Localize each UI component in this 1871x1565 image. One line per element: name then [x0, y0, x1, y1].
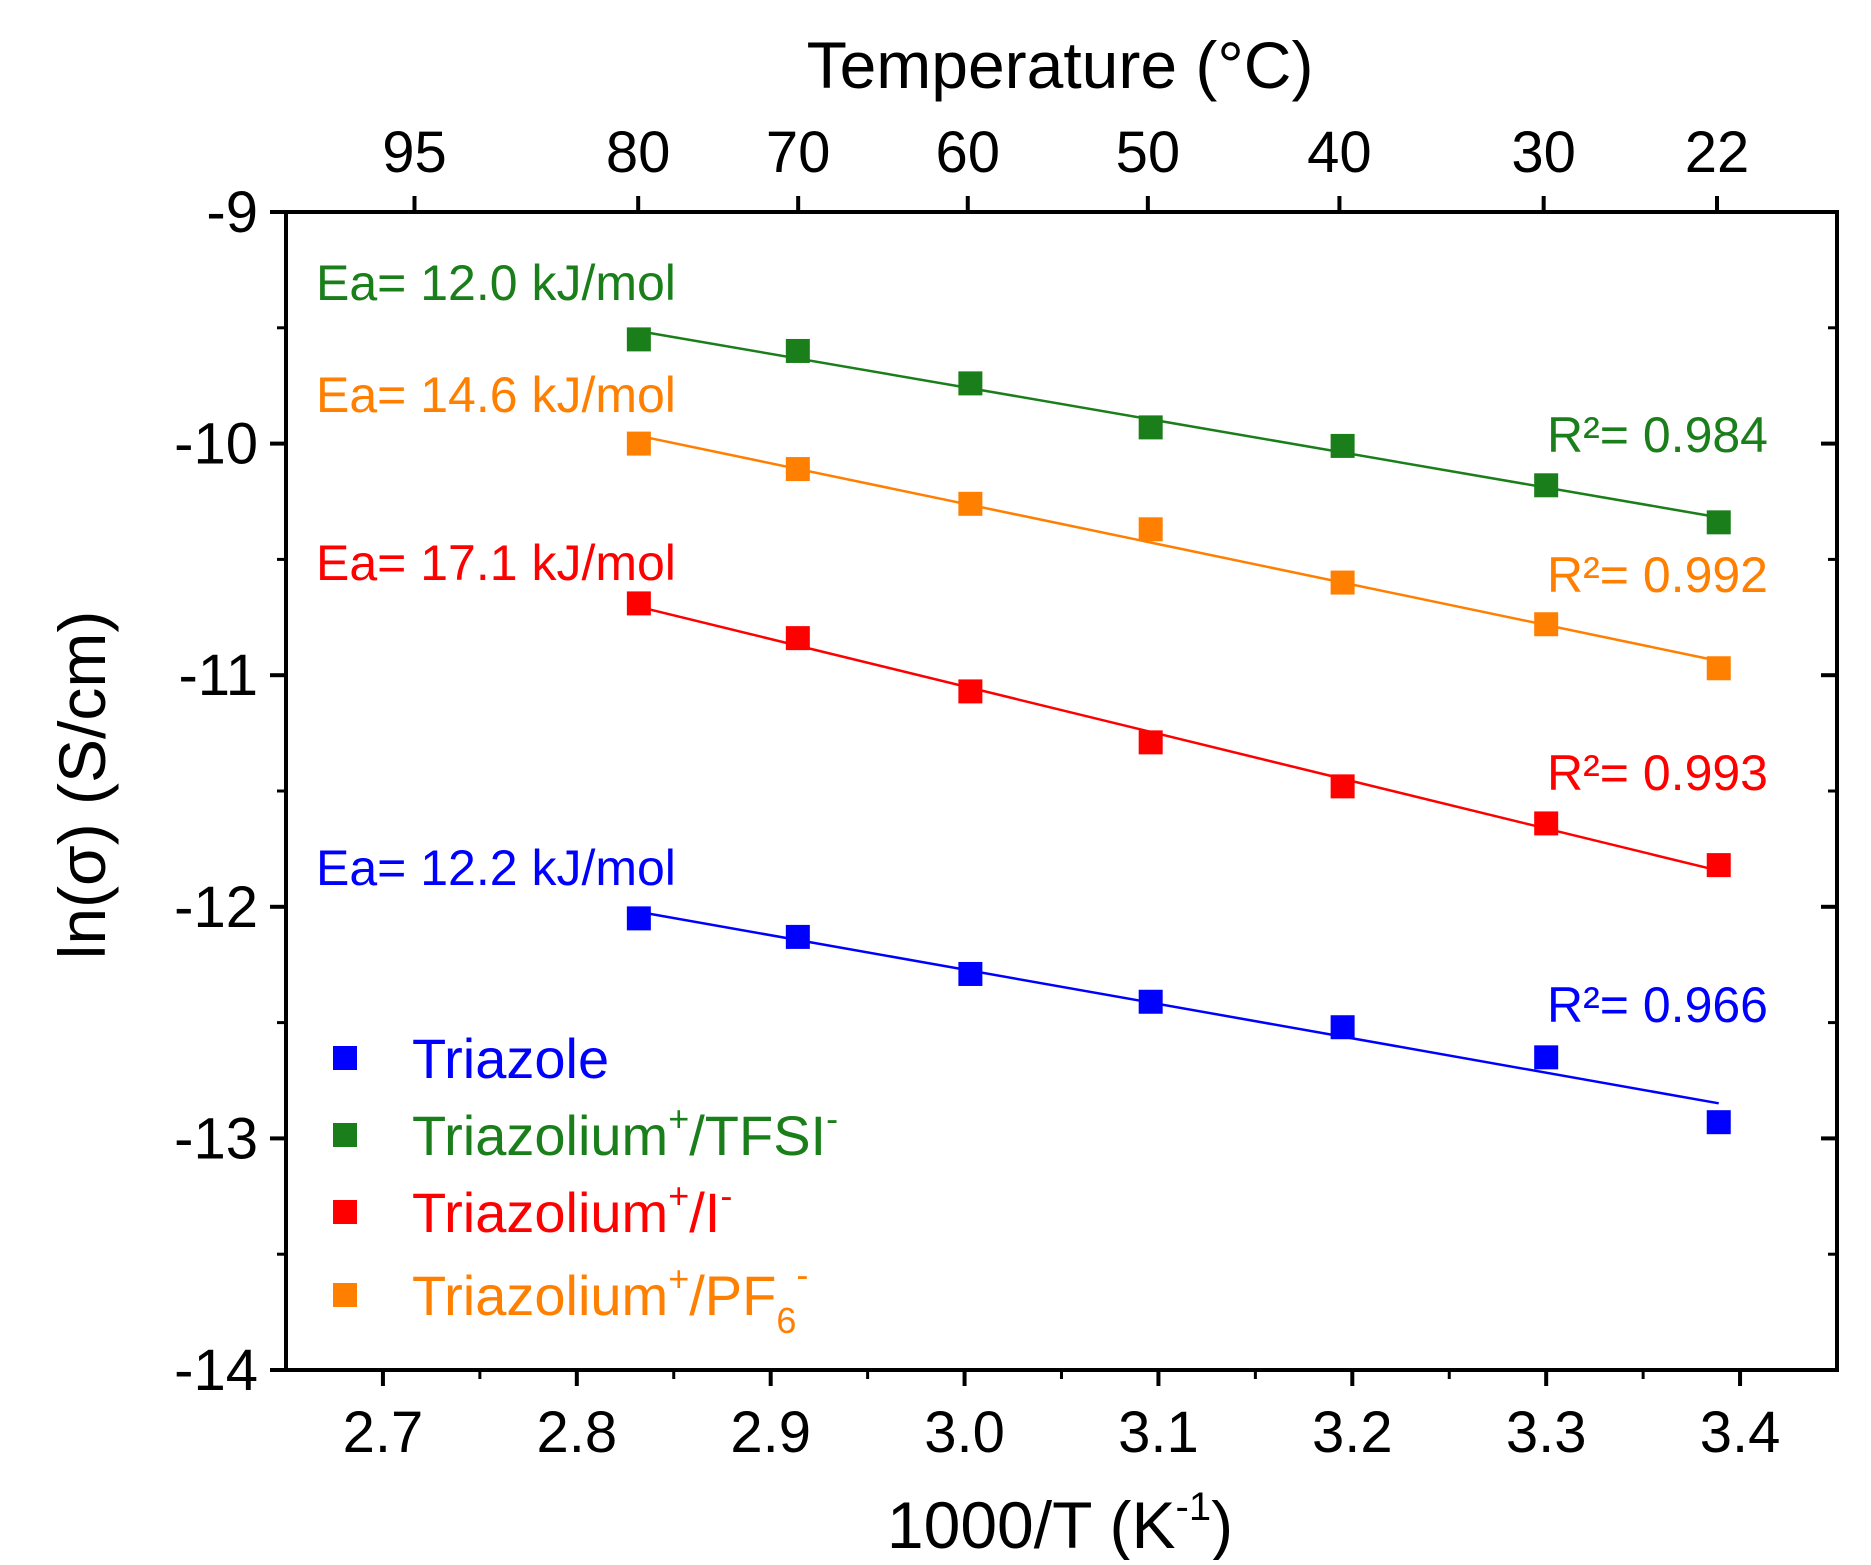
legend-label-pf6: Triazolium+/PF6-	[412, 1254, 808, 1341]
r2-label-pf6: R²= 0.992	[1547, 547, 1768, 603]
legend-label-tfsi: Triazolium+/TFSI-	[412, 1098, 838, 1167]
ea-label-tfsi: Ea= 12.0 kJ/mol	[316, 255, 676, 311]
x-axis-title: 1000/T (K-1)	[887, 1485, 1233, 1560]
point-triazole	[958, 961, 983, 986]
y-tick-label: -9	[206, 180, 258, 245]
x-axis-title-close: )	[1211, 1488, 1233, 1560]
point-triazole	[1706, 1110, 1731, 1135]
point-pf6	[958, 491, 983, 516]
r2-label-tfsi: R²= 0.984	[1547, 407, 1768, 463]
top-tick-label: 95	[382, 120, 447, 185]
x-axis-title-sup: -1	[1176, 1485, 1212, 1529]
point-triazole	[1330, 1015, 1355, 1040]
point-tfsi	[626, 327, 651, 352]
legend-sup2: -	[796, 1254, 808, 1295]
y-tick-label: -13	[174, 1106, 258, 1171]
r2-label-iodide: R²= 0.993	[1547, 745, 1768, 801]
legend-marker-iodide	[333, 1200, 357, 1224]
legend-marker-tfsi	[333, 1123, 357, 1147]
point-tfsi	[785, 338, 810, 363]
point-pf6	[1706, 656, 1731, 681]
point-iodide	[958, 679, 983, 704]
top-tick-label: 22	[1685, 120, 1750, 185]
legend-sub: 6	[776, 1300, 796, 1341]
x-tick-label: 2.9	[730, 1400, 811, 1465]
x-tick-label: 2.8	[536, 1400, 617, 1465]
y-tick-label: -14	[174, 1338, 258, 1403]
legend-sup2: -	[826, 1098, 838, 1139]
point-triazole	[1534, 1045, 1559, 1070]
top-tick-label: 50	[1116, 120, 1181, 185]
x-tick-label: 2.7	[343, 1400, 424, 1465]
legend: TriazoleTriazolium+/TFSI-Triazolium+/I-T…	[333, 1027, 838, 1341]
top-tick-label: 80	[606, 120, 671, 185]
legend-sup2: -	[720, 1175, 732, 1216]
r2-label-triazole: R²= 0.966	[1547, 977, 1768, 1033]
y-tick-label: -12	[174, 875, 258, 940]
x-tick-label: 3.1	[1118, 1400, 1199, 1465]
legend-text-tail: /I	[689, 1181, 720, 1244]
legend-text: Triazole	[412, 1027, 609, 1090]
top-tick-label: 40	[1307, 120, 1372, 185]
x-tick-label: 3.4	[1700, 1400, 1781, 1465]
point-pf6	[785, 457, 810, 482]
top-axis-title: Temperature (°C)	[807, 28, 1314, 102]
data-points	[626, 327, 1731, 1135]
top-tick-label: 30	[1511, 120, 1576, 185]
y-tick-label: -11	[178, 643, 258, 708]
point-triazole	[785, 924, 810, 949]
point-tfsi	[1330, 433, 1355, 458]
point-tfsi	[1706, 510, 1731, 535]
ea-label-iodide: Ea= 17.1 kJ/mol	[316, 535, 676, 591]
point-iodide	[1534, 811, 1559, 836]
x-axis-title-main: 1000/T (K	[887, 1488, 1176, 1560]
point-iodide	[1330, 774, 1355, 799]
legend-marker-pf6	[333, 1283, 357, 1307]
point-iodide	[626, 591, 651, 616]
legend-sup: +	[668, 1258, 689, 1299]
y-tick-label: -10	[174, 412, 258, 477]
legend-text: Triazolium	[412, 1264, 668, 1327]
annotations: Ea= 12.0 kJ/mol R²= 0.984 Ea= 14.6 kJ/mol R…	[316, 255, 1768, 1033]
fit-line-triazole	[638, 910, 1719, 1105]
x-tick-label: 3.3	[1506, 1400, 1587, 1465]
point-iodide	[785, 626, 810, 651]
ea-label-pf6: Ea= 14.6 kJ/mol	[316, 367, 676, 423]
point-iodide	[1706, 853, 1731, 878]
y-axis-title: ln(σ) (S/cm)	[45, 611, 119, 960]
x-tick-label: 3.0	[924, 1400, 1005, 1465]
legend-label-iodide: Triazolium+/I-	[412, 1175, 732, 1244]
point-tfsi	[958, 371, 983, 396]
legend-text: Triazolium	[412, 1181, 668, 1244]
legend-text: Triazolium	[412, 1104, 668, 1167]
point-pf6	[1534, 612, 1559, 637]
point-triazole	[626, 906, 651, 931]
point-iodide	[1138, 730, 1163, 755]
legend-text-tail: /PF	[689, 1264, 776, 1327]
ea-label-triazole: Ea= 12.2 kJ/mol	[316, 840, 676, 896]
legend-marker-triazole	[333, 1046, 357, 1070]
x-tick-label: 3.2	[1312, 1400, 1393, 1465]
point-tfsi	[1138, 415, 1163, 440]
point-pf6	[1330, 570, 1355, 595]
legend-sup: +	[668, 1175, 689, 1216]
top-tick-label: 60	[936, 120, 1001, 185]
point-tfsi	[1534, 473, 1559, 498]
legend-label-triazole: Triazole	[412, 1027, 609, 1090]
legend-text-tail: /TFSI	[689, 1104, 826, 1167]
point-triazole	[1138, 989, 1163, 1014]
top-tick-label: 70	[766, 120, 831, 185]
axes: 2.7 2.8 2.9 3.0 3.1 3.2 3.3 3.4 95 80 70 60 50 40 30 22…	[174, 120, 1839, 1465]
legend-sup: +	[668, 1098, 689, 1139]
point-pf6	[1138, 517, 1163, 542]
point-pf6	[626, 431, 651, 456]
